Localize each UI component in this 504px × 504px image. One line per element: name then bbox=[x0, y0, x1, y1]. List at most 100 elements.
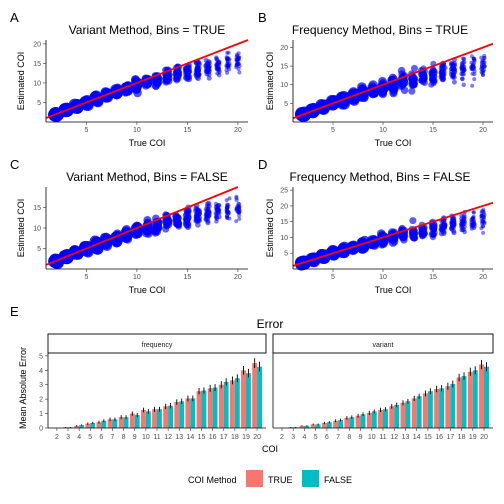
bar bbox=[163, 406, 169, 428]
data-point bbox=[234, 61, 239, 66]
data-point bbox=[472, 224, 477, 229]
data-point bbox=[461, 72, 466, 77]
data-point bbox=[451, 74, 457, 80]
bar bbox=[134, 415, 140, 428]
data-point bbox=[234, 63, 239, 68]
data-point bbox=[441, 222, 448, 228]
x-tick-label: 5 bbox=[88, 434, 92, 441]
y-tick-label: 25 bbox=[280, 188, 288, 195]
bar bbox=[123, 417, 129, 428]
data-point bbox=[430, 67, 437, 74]
data-point bbox=[237, 64, 242, 69]
facet-strip-label: frequency bbox=[142, 342, 173, 349]
data-point bbox=[235, 61, 240, 66]
data-point bbox=[236, 67, 241, 72]
data-point bbox=[388, 83, 397, 93]
data-point bbox=[440, 76, 446, 83]
data-point bbox=[214, 215, 219, 220]
scatter-panel-c: C Variant Method, Bins = FALSE 5 10 15 20 5 10 1… bbox=[10, 157, 248, 295]
y-tick-label: 15 bbox=[33, 205, 41, 212]
data-point bbox=[163, 216, 171, 224]
data-point bbox=[479, 64, 484, 69]
data-point bbox=[235, 62, 239, 67]
data-point bbox=[480, 60, 485, 65]
y-tick-label: 20 bbox=[33, 41, 41, 48]
bar bbox=[212, 387, 218, 428]
data-point bbox=[397, 81, 406, 89]
y-tick-label: 5 bbox=[284, 251, 288, 258]
data-point bbox=[237, 207, 241, 212]
data-point bbox=[226, 65, 231, 70]
data-point bbox=[480, 72, 485, 77]
data-point bbox=[142, 223, 151, 232]
facet-strip-label: variant bbox=[372, 342, 393, 349]
data-point bbox=[408, 229, 416, 237]
bar bbox=[333, 420, 339, 428]
data-point bbox=[205, 201, 211, 207]
data-point bbox=[482, 212, 487, 217]
bar bbox=[411, 398, 417, 428]
data-point bbox=[225, 204, 230, 209]
panel-tag: E bbox=[10, 304, 19, 319]
x-tick-label: 15 bbox=[198, 434, 206, 441]
x-tick-label: 14 bbox=[186, 434, 194, 441]
x-axis-label: True COI bbox=[375, 138, 412, 148]
data-point bbox=[234, 206, 239, 211]
data-point bbox=[165, 77, 173, 85]
data-point bbox=[153, 78, 162, 87]
data-point bbox=[410, 64, 419, 72]
data-point bbox=[451, 63, 457, 69]
data-point bbox=[237, 210, 242, 215]
data-point bbox=[217, 69, 222, 75]
data-point bbox=[236, 201, 241, 206]
bar bbox=[479, 364, 485, 428]
legend-label: TRUE bbox=[268, 475, 293, 485]
data-point bbox=[185, 222, 192, 229]
x-tick-label: 20 bbox=[480, 434, 488, 441]
x-tick-label: 5 bbox=[331, 274, 335, 281]
data-point bbox=[214, 56, 219, 61]
data-point bbox=[480, 213, 485, 218]
x-tick-label: 9 bbox=[133, 434, 137, 441]
panel-title: Variant Method, Bins = FALSE bbox=[66, 170, 228, 184]
x-tick-label: 7 bbox=[336, 434, 340, 441]
data-point bbox=[205, 209, 211, 215]
reference-line bbox=[45, 39, 249, 119]
data-point bbox=[235, 60, 240, 65]
bar bbox=[174, 402, 180, 428]
data-point bbox=[234, 198, 239, 203]
data-point bbox=[482, 65, 487, 70]
x-tick-label: 10 bbox=[368, 434, 376, 441]
x-tick-label: 5 bbox=[84, 274, 88, 281]
x-tick-label: 15 bbox=[184, 127, 192, 134]
data-point bbox=[184, 71, 191, 78]
bar bbox=[245, 373, 251, 428]
x-tick-label: 18 bbox=[458, 434, 466, 441]
data-point bbox=[236, 56, 241, 61]
data-point bbox=[235, 53, 240, 58]
y-axis-label: Estimated COI bbox=[16, 52, 26, 111]
data-point bbox=[481, 215, 486, 220]
bar bbox=[434, 389, 440, 428]
data-point bbox=[469, 224, 474, 229]
x-tick-label: 10 bbox=[142, 434, 150, 441]
data-point bbox=[234, 194, 239, 199]
legend-key bbox=[302, 470, 319, 487]
bar bbox=[223, 381, 229, 428]
bar bbox=[326, 422, 332, 428]
bar bbox=[427, 391, 433, 428]
data-point bbox=[235, 55, 240, 60]
bar bbox=[257, 366, 262, 428]
bar bbox=[310, 424, 316, 428]
y-tick-label: 5 bbox=[39, 353, 43, 360]
data-point bbox=[461, 56, 467, 62]
data-point bbox=[408, 87, 416, 95]
bar bbox=[79, 425, 85, 428]
data-point bbox=[236, 61, 241, 66]
data-point bbox=[479, 226, 484, 231]
data-point bbox=[481, 210, 486, 215]
x-tick-label: 5 bbox=[314, 434, 318, 441]
bar bbox=[355, 415, 361, 428]
bar bbox=[484, 366, 489, 428]
